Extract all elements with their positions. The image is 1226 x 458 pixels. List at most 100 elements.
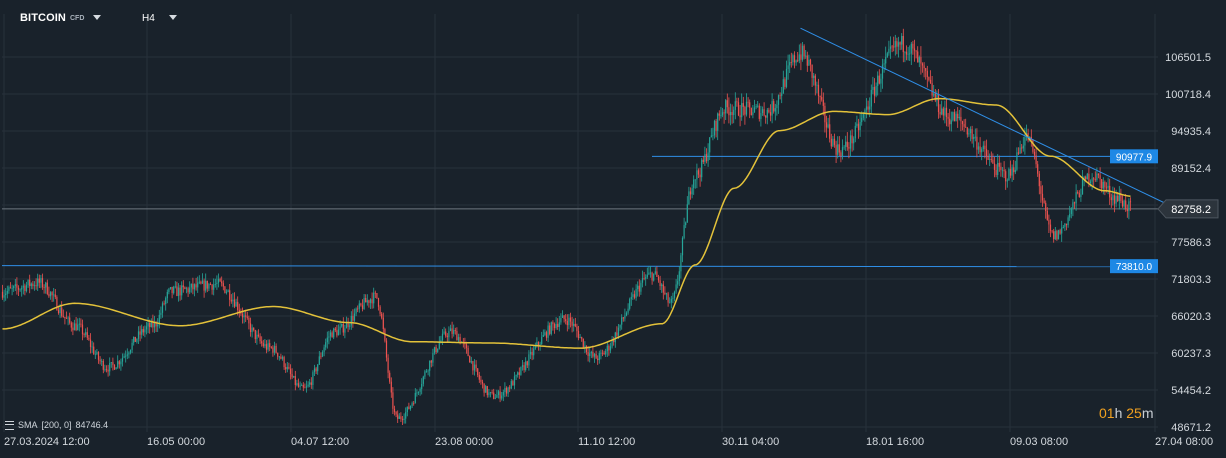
candle-body xyxy=(861,117,863,123)
price-axis[interactable]: 106501.5100718.494935.489152.483369.3775… xyxy=(1165,52,1211,434)
candle-body xyxy=(782,79,784,94)
trend-line[interactable] xyxy=(800,27,1175,208)
candle-body xyxy=(168,288,170,292)
candle-body xyxy=(491,392,493,393)
candle-body xyxy=(432,353,434,363)
candle-body xyxy=(473,364,476,371)
candle-body xyxy=(555,324,557,328)
candle-body xyxy=(529,351,532,355)
time-tick-label: 27.03.2024 12:00 xyxy=(4,436,90,448)
candle-body xyxy=(241,313,244,318)
time-axis[interactable]: 27.03.2024 12:00 16.05 00:00 04.07 12:00 23… xyxy=(4,436,1213,448)
candle-body xyxy=(1065,223,1068,226)
candle-body xyxy=(801,45,804,60)
candle-body xyxy=(925,68,927,71)
candle-body xyxy=(592,351,594,357)
candle-body xyxy=(848,147,850,149)
candle-body xyxy=(134,336,136,342)
candle-body xyxy=(486,386,488,396)
candle-body xyxy=(939,112,941,115)
candle-body xyxy=(187,288,189,293)
candle-body xyxy=(1013,167,1015,173)
candle-body xyxy=(419,389,421,392)
candle-body xyxy=(963,124,965,127)
candle-body xyxy=(598,353,600,361)
timeframe-label[interactable]: H4 xyxy=(142,13,155,24)
candle-body xyxy=(283,357,285,368)
candle-body xyxy=(904,51,906,53)
candle-body xyxy=(950,120,952,125)
horizontal-levels[interactable] xyxy=(1,155,1158,268)
candle-body xyxy=(417,391,420,393)
candle-body xyxy=(88,337,90,340)
candle-body xyxy=(1101,179,1103,189)
candle-body xyxy=(766,109,768,118)
candle-body xyxy=(19,289,21,291)
candle-body xyxy=(1113,195,1116,204)
symbol-name[interactable]: BITCOIN xyxy=(20,12,66,24)
candle-body xyxy=(907,53,909,55)
candle-body xyxy=(382,317,384,329)
candle-body xyxy=(1037,164,1039,174)
candle-body xyxy=(137,331,140,339)
candle-body xyxy=(201,280,204,284)
candle-body xyxy=(510,381,512,389)
candle-body xyxy=(30,283,32,287)
candle-body xyxy=(262,343,264,347)
sma-legend[interactable]: SMA [200, 0] 84746.4 xyxy=(5,420,108,430)
candle-body xyxy=(165,298,167,304)
candle-body xyxy=(321,352,324,357)
candle-body xyxy=(833,138,836,145)
candle-body xyxy=(933,93,935,96)
candle-body xyxy=(1048,220,1050,225)
candle-body xyxy=(789,62,791,66)
candle-body xyxy=(307,384,309,387)
candle-body xyxy=(1024,137,1026,146)
candle-body xyxy=(488,392,490,396)
candle-body xyxy=(430,360,432,363)
candle-body xyxy=(46,282,48,294)
candle-body xyxy=(245,315,247,317)
candle-body xyxy=(333,328,335,338)
candle-body xyxy=(944,107,946,116)
candle-body xyxy=(533,348,535,356)
candle-body xyxy=(920,57,922,64)
candle-body xyxy=(56,297,58,311)
candle-body xyxy=(809,59,812,65)
candle-body xyxy=(24,285,26,291)
time-tick-label: 30.11 04:00 xyxy=(722,436,779,448)
candle-body xyxy=(822,99,824,106)
candle-body xyxy=(894,41,896,48)
symbol-dropdown-chevron-down-icon[interactable] xyxy=(93,15,101,20)
candle-body xyxy=(373,292,375,304)
candle-body xyxy=(211,284,213,290)
candle-body xyxy=(803,45,805,57)
candle-body xyxy=(293,376,295,378)
indicator-menu-icon[interactable] xyxy=(5,420,14,430)
timeframe-dropdown-chevron-down-icon[interactable] xyxy=(169,15,177,20)
candle-body xyxy=(878,75,880,84)
candle-body xyxy=(93,346,95,354)
candle-body xyxy=(630,296,632,300)
current-price-label: 82758.2 xyxy=(1171,204,1211,216)
candle-body xyxy=(923,65,925,69)
candle-body xyxy=(889,46,892,49)
candle-body xyxy=(531,351,533,356)
candle-body xyxy=(425,371,428,373)
candle-body xyxy=(731,112,733,115)
candle-body xyxy=(96,352,98,354)
candle-body xyxy=(539,344,541,346)
candle-body xyxy=(129,349,132,353)
candle-body xyxy=(89,339,92,347)
candle-body xyxy=(69,317,71,323)
candle-body xyxy=(389,372,391,382)
candle-body xyxy=(302,385,304,388)
candle-body xyxy=(288,366,290,369)
candle-body xyxy=(1086,173,1088,180)
candle-body xyxy=(315,368,317,372)
candle-body xyxy=(929,79,932,83)
candle-body xyxy=(912,43,914,49)
candle-body xyxy=(1051,230,1053,232)
candle-body xyxy=(155,322,157,327)
